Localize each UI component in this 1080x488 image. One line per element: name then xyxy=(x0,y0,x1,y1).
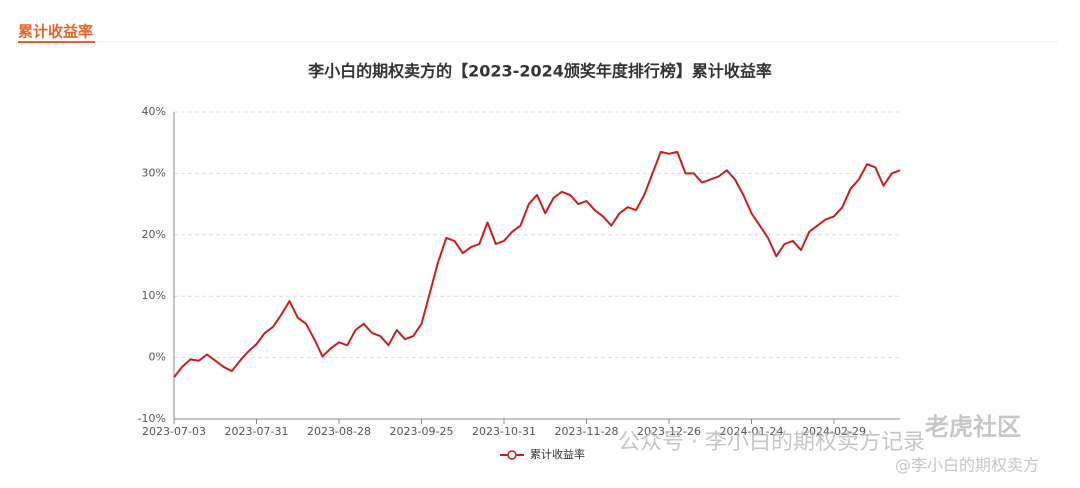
x-tick-label: 2024-02-29 xyxy=(802,425,866,438)
x-tick-label: 2023-07-03 xyxy=(142,425,206,438)
x-tick-label: 2023-08-28 xyxy=(307,425,371,438)
series-line xyxy=(173,150,901,378)
y-tick-label: 40% xyxy=(142,105,166,118)
legend-label: 累计收益率 xyxy=(530,447,585,461)
section-title: 累计收益率 xyxy=(18,23,93,41)
chart-title: 李小白的期权卖方的【2023-2024颁奖年度排行榜】累计收益率 xyxy=(307,62,772,81)
x-tick-label: 2024-01-24 xyxy=(720,425,784,438)
section-underline xyxy=(18,41,95,43)
x-tick-label: 2023-07-31 xyxy=(225,425,289,438)
x-tick-label: 2023-10-31 xyxy=(472,425,536,438)
x-tick-label: 2023-11-28 xyxy=(555,425,619,438)
x-tick-label: 2023-12-26 xyxy=(637,425,701,438)
y-tick-label: 10% xyxy=(142,289,166,302)
y-tick-label: 0% xyxy=(149,351,166,364)
y-tick-label: 20% xyxy=(142,228,166,241)
legend-marker xyxy=(507,450,517,460)
watermark: 老虎社区 xyxy=(925,413,1021,441)
watermark: @李小白的期权卖方 xyxy=(895,456,1039,475)
y-tick-label: -10% xyxy=(138,412,166,425)
y-tick-label: 30% xyxy=(142,166,166,179)
x-tick-label: 2023-09-25 xyxy=(390,425,454,438)
watermark: 公众号 · 李小白的期权卖方记录 xyxy=(618,430,925,455)
